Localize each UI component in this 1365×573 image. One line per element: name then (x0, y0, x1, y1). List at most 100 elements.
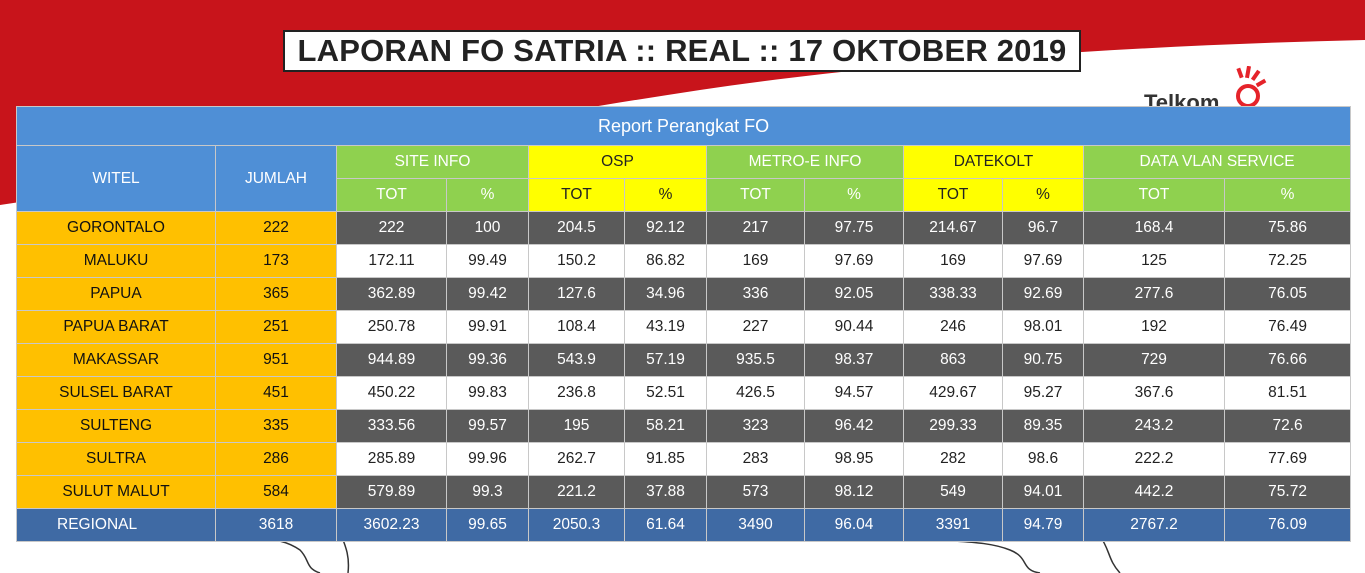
tot-cell: 282 (903, 442, 1003, 476)
pct-cell: 89.35 (1002, 409, 1084, 443)
pct-cell: 90.75 (1002, 343, 1084, 377)
telkom-logo: Telkom (1142, 66, 1282, 110)
pct-cell: 98.6 (1002, 442, 1084, 476)
tot-cell: 222.2 (1083, 442, 1225, 476)
pct-cell: 99.3 (446, 475, 529, 509)
witel-cell: SULSEL BARAT (16, 376, 216, 410)
tot-cell: 204.5 (528, 211, 625, 245)
witel-cell: SULTENG (16, 409, 216, 443)
regional-label: REGIONAL (16, 508, 216, 542)
table-row: SULUT MALUT 584 579.89 99.3 221.2 37.88 573 98.… (16, 475, 1352, 509)
pct-cell: 37.88 (624, 475, 707, 509)
pct-cell: 99.91 (446, 310, 529, 344)
tot-cell: 195 (528, 409, 625, 443)
pct-cell: 94.57 (804, 376, 904, 410)
pct-cell: 90.44 (804, 310, 904, 344)
pct-cell: 98.12 (804, 475, 904, 509)
jumlah-cell: 584 (215, 475, 337, 509)
pct-cell: 75.86 (1223, 211, 1352, 245)
tot-cell: 127.6 (528, 277, 625, 311)
table-caption: Report Perangkat FO (15, 106, 1352, 146)
regional-pct-cell: 61.64 (624, 508, 707, 542)
pct-cell: 94.01 (1002, 475, 1084, 509)
tot-cell: 169 (903, 244, 1003, 278)
header-datekolt: DATEKOLT (903, 145, 1084, 179)
table-row: SULSEL BARAT 451 450.22 99.83 236.8 52.51 426.… (16, 376, 1352, 410)
regional-tot-cell: 3391 (903, 508, 1003, 542)
pct-cell: 34.96 (624, 277, 707, 311)
pct-cell: 58.21 (624, 409, 707, 443)
pct-cell: 91.85 (624, 442, 707, 476)
tot-cell: 367.6 (1083, 376, 1225, 410)
table-row: MALUKU 173 172.11 99.49 150.2 86.82 169 97.69 16… (16, 244, 1352, 278)
tot-cell: 450.22 (336, 376, 447, 410)
jumlah-cell: 365 (215, 277, 337, 311)
jumlah-cell: 222 (215, 211, 337, 245)
subheader-tot: TOT (706, 178, 805, 212)
regional-tot-cell: 2050.3 (528, 508, 625, 542)
pct-cell: 98.01 (1002, 310, 1084, 344)
table-row: PAPUA 365 362.89 99.42 127.6 34.96 336 92.05 338… (16, 277, 1352, 311)
pct-cell: 99.42 (446, 277, 529, 311)
pct-cell: 99.83 (446, 376, 529, 410)
table-row: GORONTALO 222 222 100 204.5 92.12 217 97.75 214.… (16, 211, 1352, 245)
tot-cell: 338.33 (903, 277, 1003, 311)
tot-cell: 277.6 (1083, 277, 1225, 311)
tot-cell: 227 (706, 310, 805, 344)
regional-tot-cell: 2767.2 (1083, 508, 1225, 542)
pct-cell: 99.49 (446, 244, 529, 278)
header-witel: WITEL (16, 145, 216, 212)
header-osp: OSP (528, 145, 707, 179)
jumlah-cell: 286 (215, 442, 337, 476)
tot-cell: 246 (903, 310, 1003, 344)
tot-cell: 336 (706, 277, 805, 311)
regional-jumlah: 3618 (215, 508, 337, 542)
pct-cell: 96.7 (1002, 211, 1084, 245)
tot-cell: 323 (706, 409, 805, 443)
tot-cell: 217 (706, 211, 805, 245)
jumlah-cell: 335 (215, 409, 337, 443)
regional-pct-cell: 99.65 (446, 508, 529, 542)
pct-cell: 92.69 (1002, 277, 1084, 311)
table-row: PAPUA BARAT 251 250.78 99.91 108.4 43.19 227 90… (16, 310, 1352, 344)
pct-cell: 77.69 (1223, 442, 1352, 476)
jumlah-cell: 951 (215, 343, 337, 377)
tot-cell: 222 (336, 211, 447, 245)
tot-cell: 262.7 (528, 442, 625, 476)
witel-cell: PAPUA (16, 277, 216, 311)
pct-cell: 99.96 (446, 442, 529, 476)
subheader-tot: TOT (336, 178, 447, 212)
pct-cell: 76.49 (1223, 310, 1352, 344)
pct-cell: 100 (446, 211, 529, 245)
witel-cell: SULUT MALUT (16, 475, 216, 509)
tot-cell: 108.4 (528, 310, 625, 344)
subheader-pct: % (1223, 178, 1352, 212)
header-data-vlan-service: DATA VLAN SERVICE (1082, 145, 1352, 179)
pct-cell: 76.05 (1223, 277, 1352, 311)
pct-cell: 75.72 (1223, 475, 1352, 509)
subheader-pct: % (804, 178, 904, 212)
tot-cell: 549 (903, 475, 1003, 509)
tot-cell: 935.5 (706, 343, 805, 377)
report-table: Report Perangkat FO WITEL JUMLAH SITE IN… (15, 106, 1352, 542)
tot-cell: 236.8 (528, 376, 625, 410)
tot-cell: 243.2 (1083, 409, 1225, 443)
regional-pct-cell: 96.04 (804, 508, 904, 542)
pct-cell: 95.27 (1002, 376, 1084, 410)
tot-cell: 299.33 (903, 409, 1003, 443)
pct-cell: 81.51 (1223, 376, 1352, 410)
pct-cell: 92.12 (624, 211, 707, 245)
tot-cell: 125 (1083, 244, 1225, 278)
tot-cell: 543.9 (528, 343, 625, 377)
pct-cell: 98.37 (804, 343, 904, 377)
regional-tot-cell: 3490 (706, 508, 805, 542)
table-row: SULTRA 286 285.89 99.96 262.7 91.85 283 98.95 28… (16, 442, 1352, 476)
subheader-pct: % (446, 178, 529, 212)
tot-cell: 221.2 (528, 475, 625, 509)
tot-cell: 285.89 (336, 442, 447, 476)
tot-cell: 729 (1083, 343, 1225, 377)
jumlah-cell: 173 (215, 244, 337, 278)
pct-cell: 86.82 (624, 244, 707, 278)
subheader-tot: TOT (903, 178, 1003, 212)
report-title: LAPORAN FO SATRIA :: REAL :: 17 OKTOBER … (283, 30, 1081, 72)
